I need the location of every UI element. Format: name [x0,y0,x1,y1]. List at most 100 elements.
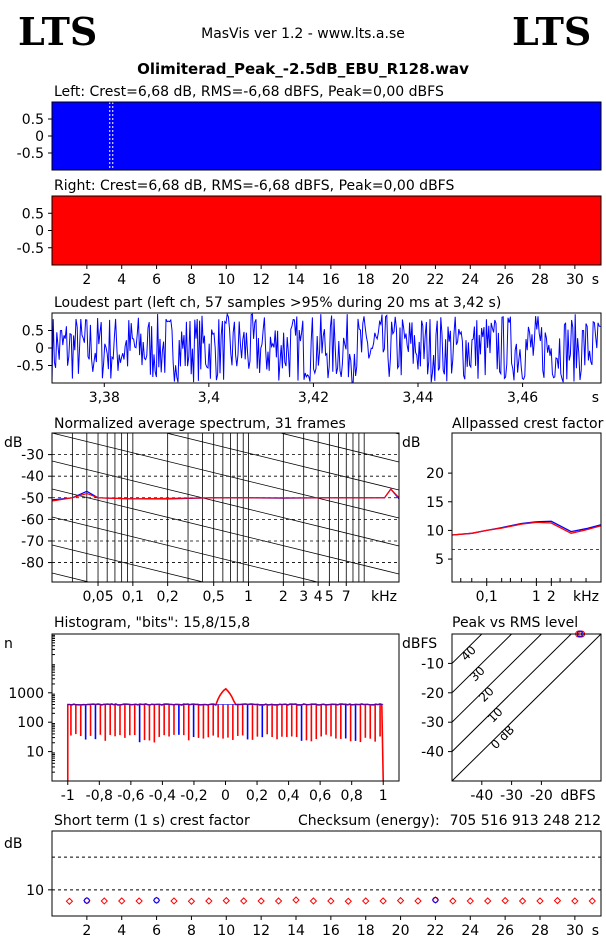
right-waveform-title: Right: Crest=6,68 dB, RMS=-6,68 dBFS, Pe… [54,178,454,194]
peak-rms-ytick-label: -10 [421,656,444,672]
histogram-axis-xtick-label: -0,8 [86,788,113,804]
crest-xlabel: kHz [573,589,599,605]
checksum-value: 705 516 913 248 212 [450,813,601,829]
spectrum-grid [52,433,399,798]
right-waveform-ytick-label: -0.5 [17,241,44,257]
time-axis-xtick-label: 8 [187,272,196,288]
short-term-right-point [414,897,422,905]
peak-rms-title: Peak vs RMS level [452,615,578,631]
peak-rms-axis-xtick-label: -20 [530,788,553,804]
short-term-axis-xtick-label: 4 [117,923,126,939]
short-term-right-point [484,897,492,905]
peak-rms-frame [451,633,602,782]
histogram-axis-xtick-label: 0,8 [341,788,363,804]
spectrum-axis-xtick-label: 0,05 [82,589,113,605]
histogram-axis-xtick-label: -0,2 [180,788,207,804]
peak-rms-diagonal-label: 30 [467,664,488,685]
crest-factor-frame [451,432,602,583]
time-axis-xtick-label: 16 [322,272,340,288]
right-waveform-area [52,196,601,265]
peak-rms-ytick-label: -30 [421,715,444,731]
loudest-part-ytick-label: -0.5 [17,359,44,375]
spectrum-axis-xtick-label: 4 [314,589,323,605]
crest-axis-xtick-label: 1 [532,589,541,605]
spectrum-axis-xtick-label: 2 [279,589,288,605]
time-axis-xtick-label: 26 [496,272,514,288]
short-term-right-point [553,896,562,905]
short-term-right-point [187,897,196,905]
peak-rms-diagonal-label: 10 [485,705,506,726]
histogram-axis-xtick-label: 1 [379,788,388,804]
short-term-right-point [571,897,579,905]
right-waveform-chart: 0.50-0.52 4 6 8 10 12 14 16 18 20 22 24 26 28 30 s [17,195,602,288]
short-term-left-point [153,897,160,904]
crest-factor-ytick-label: 15 [426,495,444,511]
crest-factor-ytick-label: 20 [426,466,444,482]
right-waveform-ytick-label: 0.5 [22,206,44,222]
loudest-part-axis-x-unit: s [592,390,599,406]
histogram-axis-xtick-label: -0,4 [149,788,176,804]
histogram-frame [51,633,400,782]
short-term-right-point [118,897,126,905]
crest-factor-ytick-label: 5 [435,552,444,568]
crest-right-line [451,521,602,536]
short-term-axis-xtick-label: 8 [187,923,196,939]
spectrum-chart: dB-30 -40 -50 -60 -70 -80 0,05 0,1 0,2 0,5 1 2 3 4 5 7 k… [4,432,400,798]
file-name: Olimiterad_Peak_-2.5dB_EBU_R128.wav [137,60,469,78]
left-waveform-ytick-label: -0.5 [17,146,44,162]
left-waveform-title: Left: Crest=6,68 dB, RMS=-6,68 dBFS, Pea… [54,84,444,100]
spectrum-slope-line [52,713,399,798]
short-term-right-point [449,897,457,905]
short-term-axis-xtick-label: 6 [152,923,161,939]
short-term-left-point [83,897,90,904]
crest-factor-ytick-label: 10 [426,523,444,539]
left-waveform-ytick-label: 0 [35,129,44,145]
short-term-axis-xtick-label: 28 [531,923,549,939]
histogram-axis-xtick-label: 0 [221,788,230,804]
spectrum-slope-line [52,516,320,582]
spectrum-ytick-label: -50 [21,491,44,507]
time-axis-xtick-label: 10 [217,272,235,288]
spectrum-slope-line [52,629,399,714]
spectrum-axis-xtick-label: 5 [325,589,334,605]
short-term-right-point [466,897,474,905]
spectrum-ytick-label: -70 [21,534,44,550]
short-term-right-point [135,897,143,905]
short-term-axis-xtick-label: 18 [357,923,375,939]
loudest-part-ytick-label: 0.5 [22,324,44,340]
short-term-axis-x-unit: s [592,923,599,939]
time-axis-xtick-label: 14 [287,272,305,288]
spectrum-frame [51,432,400,583]
logo-left: LTS [18,9,97,54]
time-axis-x-unit: s [592,272,599,288]
app-title: MasVis ver 1.2 - www.lts.a.se [201,26,405,42]
spectrum-ylabel: dB [4,435,23,451]
histogram-axis-xtick-label: 0,6 [309,788,331,804]
short-term-right-point [362,897,370,905]
short-term-crest-title: Short term (1 s) crest factor [54,813,250,829]
time-axis-xtick-label: 28 [531,272,549,288]
spectrum-axis-xtick-label: 0,2 [157,589,179,605]
spectrum-slope-line [52,488,399,575]
time-axis-xtick-label: 12 [252,272,270,288]
spectrum-axis-xtick-label: 3 [299,589,308,605]
spectrum-axis-xtick-label: 1 [244,589,253,605]
spectrum-ytick-label: -30 [21,448,44,464]
short-term-right-point [327,897,335,905]
crest-axis-xtick-label: 2 [547,589,556,605]
peak-rms-diagonal [452,634,483,664]
histogram-chart: n 1000 100 10 -1 -0,8 -0,6 -0,4 -0,2 0 0,2 0,4 0,6 0,… [4,633,400,804]
loudest-part-chart: 0.50 -0.5 3,38 3,4 3,42 3,44 3,46 s [17,312,602,406]
peak-rms-ytick-label: -20 [421,686,444,702]
spectrum-ytick-label: -40 [21,469,44,485]
spectrum-title: Normalized average spectrum, 31 frames [54,416,346,432]
histogram-title: Histogram, "bits": 15,8/15,8 [54,615,250,631]
peak-rms-axis-xtick-label: -40 [470,788,493,804]
spectrum-slope-line [52,544,205,582]
short-term-right-point [240,897,248,905]
peak-rms-xlabel: dBFS [560,788,595,804]
peak-rms-diagonal-label: 0 dB [488,723,517,752]
